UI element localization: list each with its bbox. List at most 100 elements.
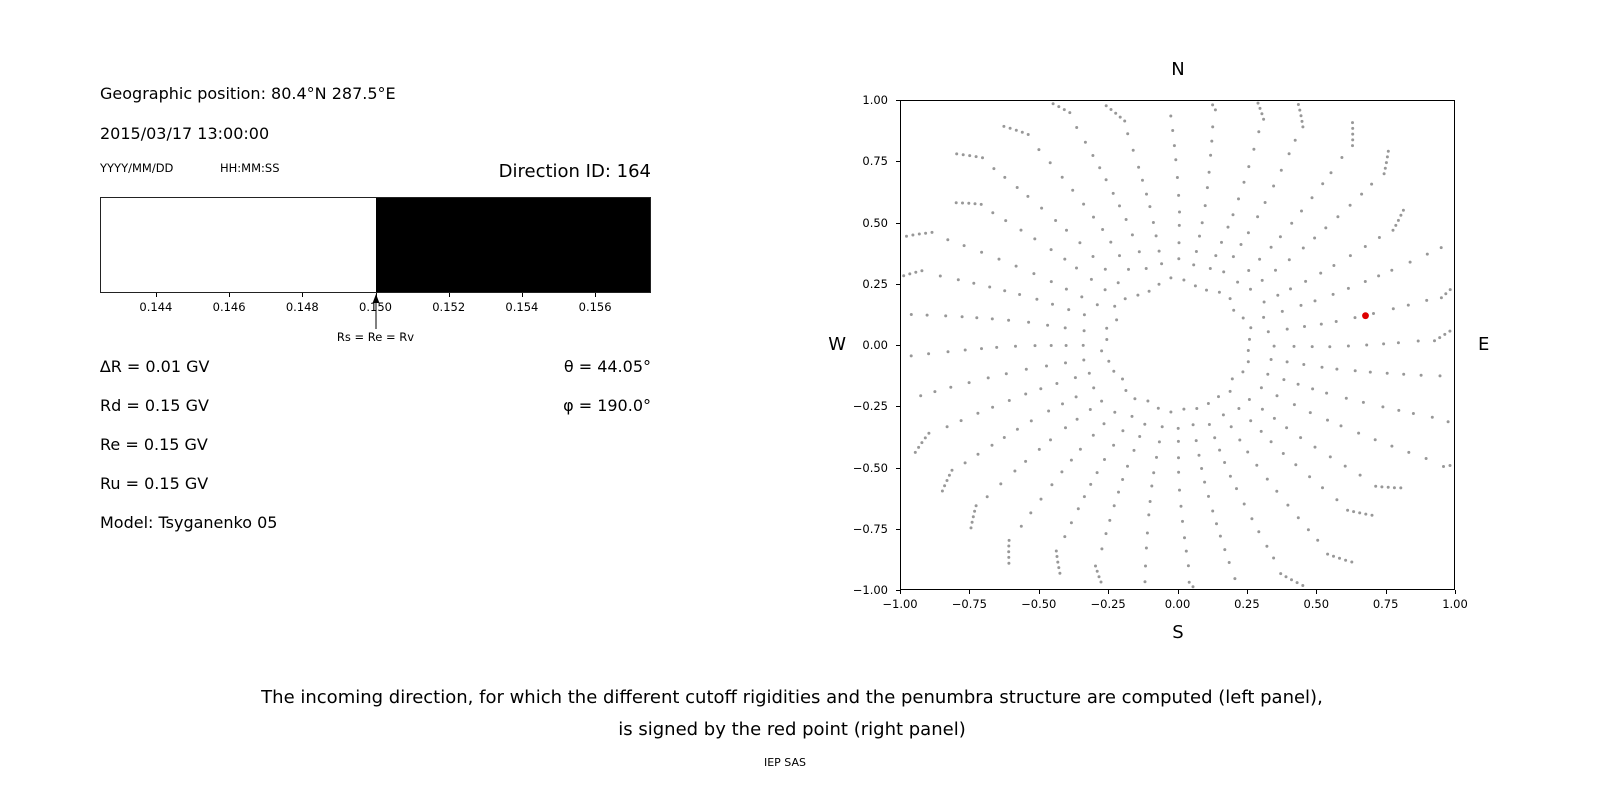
asymptotic-dot [1105, 338, 1109, 341]
asymptotic-dot [1363, 280, 1367, 283]
asymptotic-dot [1256, 101, 1260, 105]
asymptotic-dot [1091, 255, 1095, 258]
asymptotic-dot [1272, 556, 1276, 560]
asymptotic-dot [1007, 538, 1011, 542]
asymptotic-dot [1104, 532, 1108, 536]
asymptotic-dot [1154, 234, 1158, 238]
asymptotic-dot [1257, 530, 1261, 534]
credit-text: IEP SAS [763, 756, 807, 769]
asymptotic-dot [1174, 158, 1178, 162]
asymptotic-dot [1064, 287, 1068, 291]
asymptotic-dot [924, 231, 928, 235]
asymptotic-dot [1444, 292, 1448, 296]
compass-label-west: W [828, 334, 846, 355]
asymptotic-dot [1302, 363, 1306, 366]
asymptotic-dot [1262, 315, 1266, 319]
asymptotic-dot [946, 350, 950, 354]
asymptotic-dot [979, 202, 983, 206]
asymptotic-dot [1184, 549, 1188, 553]
asymptotic-dot [1300, 209, 1303, 213]
asymptotic-dot [1260, 278, 1264, 282]
asymptotic-dot [1100, 349, 1104, 353]
asymptotic-dot [1116, 281, 1120, 285]
asymptotic-dot [1064, 426, 1067, 430]
asymptotic-dot [1081, 343, 1085, 347]
asymptotic-dot [980, 250, 984, 254]
asymptotic-dot [1250, 517, 1254, 521]
asymptotic-dot [1054, 549, 1058, 553]
asymptotic-dot [1067, 308, 1071, 312]
asymptotic-dot [1210, 139, 1214, 143]
asymptotic-dot [1003, 175, 1007, 179]
direction-scatter [902, 101, 1452, 589]
asymptotic-dot [1144, 546, 1148, 550]
asymptotic-dot [1024, 459, 1028, 463]
direction-id-text: Direction ID: 164 [498, 161, 651, 182]
asymptotic-dot [1137, 165, 1141, 169]
asymptotic-dot [961, 201, 964, 205]
penumbra-tick-mark [155, 293, 157, 297]
asymptotic-dot [927, 352, 931, 356]
asymptotic-dot [946, 238, 950, 242]
asymptotic-dot [1290, 578, 1293, 582]
asymptotic-dot [1117, 490, 1120, 494]
asymptotic-dot [1148, 500, 1152, 503]
asymptotic-dot [1103, 458, 1106, 461]
asymptotic-dot [1439, 246, 1443, 250]
asymptotic-dot [1313, 236, 1317, 240]
asymptotic-dot [1020, 130, 1024, 134]
asymptotic-dot [1372, 312, 1375, 315]
asymptotic-dot [1407, 450, 1411, 454]
asymptotic-dot [1047, 409, 1051, 413]
asymptotic-dot [1382, 172, 1386, 176]
asymptotic-dot [1258, 106, 1262, 110]
asymptotic-dot [1344, 396, 1348, 400]
asymptotic-dot [1087, 371, 1091, 375]
asymptotic-dot [1411, 412, 1415, 415]
asymptotic-dot [905, 234, 908, 238]
asymptotic-dot [1262, 117, 1266, 121]
asymptotic-dot [1386, 485, 1390, 489]
asymptotic-dot [1278, 235, 1282, 239]
asymptotic-dot [1266, 330, 1270, 334]
asymptotic-dot [1112, 369, 1116, 373]
asymptotic-dot [1335, 367, 1339, 371]
datetime-text: 2015/03/17 13:00:00 [100, 124, 270, 143]
asymptotic-dot [909, 354, 913, 358]
asymptotic-dot [1112, 504, 1116, 508]
asymptotic-dot [1276, 293, 1280, 297]
asymptotic-dot [1091, 154, 1095, 157]
asymptotic-dot [1064, 344, 1068, 347]
asymptotic-dot [1236, 280, 1240, 284]
asymptotic-dot [1430, 415, 1434, 419]
asymptotic-dot [1370, 513, 1374, 517]
asymptotic-dot [1292, 403, 1296, 407]
asymptotic-dot [1055, 382, 1059, 385]
asymptotic-dot [909, 313, 913, 316]
asymptotic-dot [1033, 344, 1037, 348]
asymptotic-dot [920, 441, 924, 445]
asymptotic-dot [1300, 119, 1304, 123]
asymptotic-dot [1049, 280, 1053, 284]
asymptotic-dot [1257, 130, 1261, 134]
asymptotic-dot [1118, 254, 1121, 258]
asymptotic-dot [1094, 564, 1097, 568]
asymptotic-dot [1132, 448, 1136, 452]
x-tick-mark [1385, 590, 1387, 594]
asymptotic-dot [975, 316, 979, 320]
asymptotic-dot [1063, 535, 1067, 539]
asymptotic-dot [1416, 339, 1420, 343]
x-tick-label: 0.00 [1164, 597, 1191, 611]
asymptotic-dot [963, 348, 967, 352]
asymptotic-dot [956, 278, 960, 282]
asymptotic-dot [1313, 445, 1317, 449]
asymptotic-dot [1280, 309, 1284, 313]
asymptotic-dot [1220, 240, 1223, 244]
asymptotic-dot [1223, 548, 1227, 552]
asymptotic-dot [1331, 292, 1335, 296]
asymptotic-dot [1113, 410, 1117, 414]
asymptotic-dot [1095, 303, 1099, 307]
asymptotic-dot [1130, 414, 1134, 418]
asymptotic-dot [1215, 522, 1218, 526]
asymptotic-dot [1229, 425, 1233, 429]
